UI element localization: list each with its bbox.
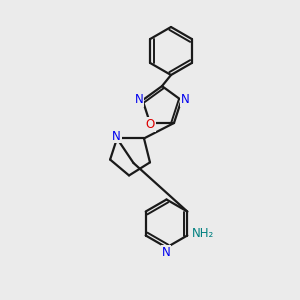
Text: N: N bbox=[112, 130, 121, 142]
Text: NH₂: NH₂ bbox=[192, 226, 214, 240]
Text: N: N bbox=[135, 93, 143, 106]
Text: N: N bbox=[161, 246, 170, 259]
Text: O: O bbox=[146, 118, 154, 131]
Text: N: N bbox=[181, 93, 189, 106]
